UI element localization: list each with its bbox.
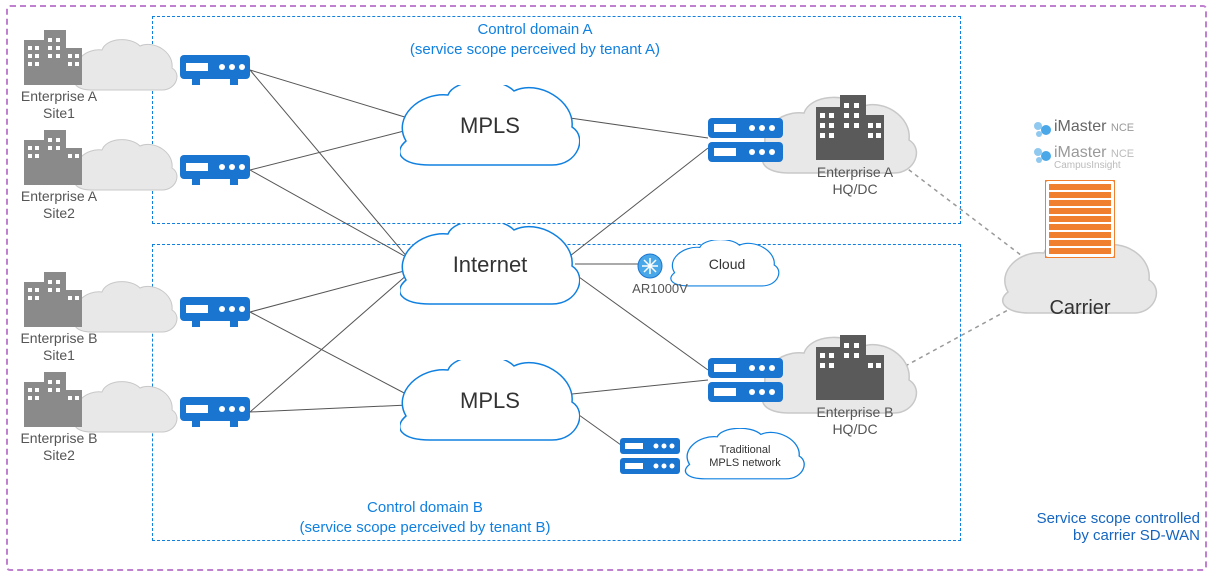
label-ent-a-site2: Enterprise ASite2: [14, 188, 104, 222]
label-imaster-2: iMaster NCE CampusInsight: [1054, 144, 1134, 171]
cloud-mpls1: MPLS: [400, 85, 580, 170]
imaster-logo-icon: [1032, 120, 1052, 140]
router-icon: [180, 55, 250, 85]
label-carrier: Carrier: [1035, 296, 1125, 320]
label-domain-b-title: Control domain B(service scope perceived…: [260, 498, 590, 537]
router-stack-icon: [708, 118, 783, 166]
building-ent-b-hq: [810, 335, 890, 400]
cloud-trad-mpls: TraditionalMPLS network: [680, 428, 810, 484]
label-footer: Service scope controlledby carrier SD-WA…: [1010, 510, 1200, 544]
cloud-label: Internet: [453, 252, 528, 277]
label-ent-b-site1: Enterprise BSite1: [14, 330, 104, 364]
diagram-root: MPLS Internet MPLS Cloud TraditionalMPLS…: [0, 0, 1213, 576]
building-ent-a-hq: [810, 95, 890, 160]
server-rack-icon: [1045, 180, 1115, 258]
label-imaster-1: iMaster NCE: [1054, 118, 1134, 136]
svg-text:Traditional: Traditional: [720, 444, 771, 456]
svg-text:MPLS network: MPLS network: [709, 457, 781, 469]
cloud-mpls2: MPLS: [400, 360, 580, 445]
building-ent-a-site1: [20, 30, 90, 85]
cloud-label: Cloud: [709, 256, 746, 272]
label-ar1000v: AR1000V: [620, 281, 700, 297]
building-ent-b-site2: [20, 372, 90, 427]
label-ent-b-site2: Enterprise BSite2: [14, 430, 104, 464]
cloud-internet: Internet: [400, 224, 580, 309]
cloud-router-icon: [636, 252, 664, 280]
label-domain-a-title: Control domain A(service scope perceived…: [370, 20, 700, 59]
label-ent-b-hq: Enterprise BHQ/DC: [805, 404, 905, 438]
router-icon: [180, 297, 250, 327]
router-stack-icon: [708, 358, 783, 406]
router-icon: [180, 155, 250, 185]
cloud-label: MPLS: [460, 113, 520, 138]
label-ent-a-site1: Enterprise ASite1: [14, 88, 104, 122]
cloud-label: MPLS: [460, 388, 520, 413]
label-ent-a-hq: Enterprise AHQ/DC: [805, 164, 905, 198]
imaster-logo-icon: [1032, 146, 1052, 166]
router-stack-icon: [620, 438, 680, 476]
router-icon: [180, 397, 250, 427]
building-ent-b-site1: [20, 272, 90, 327]
building-ent-a-site2: [20, 130, 90, 185]
